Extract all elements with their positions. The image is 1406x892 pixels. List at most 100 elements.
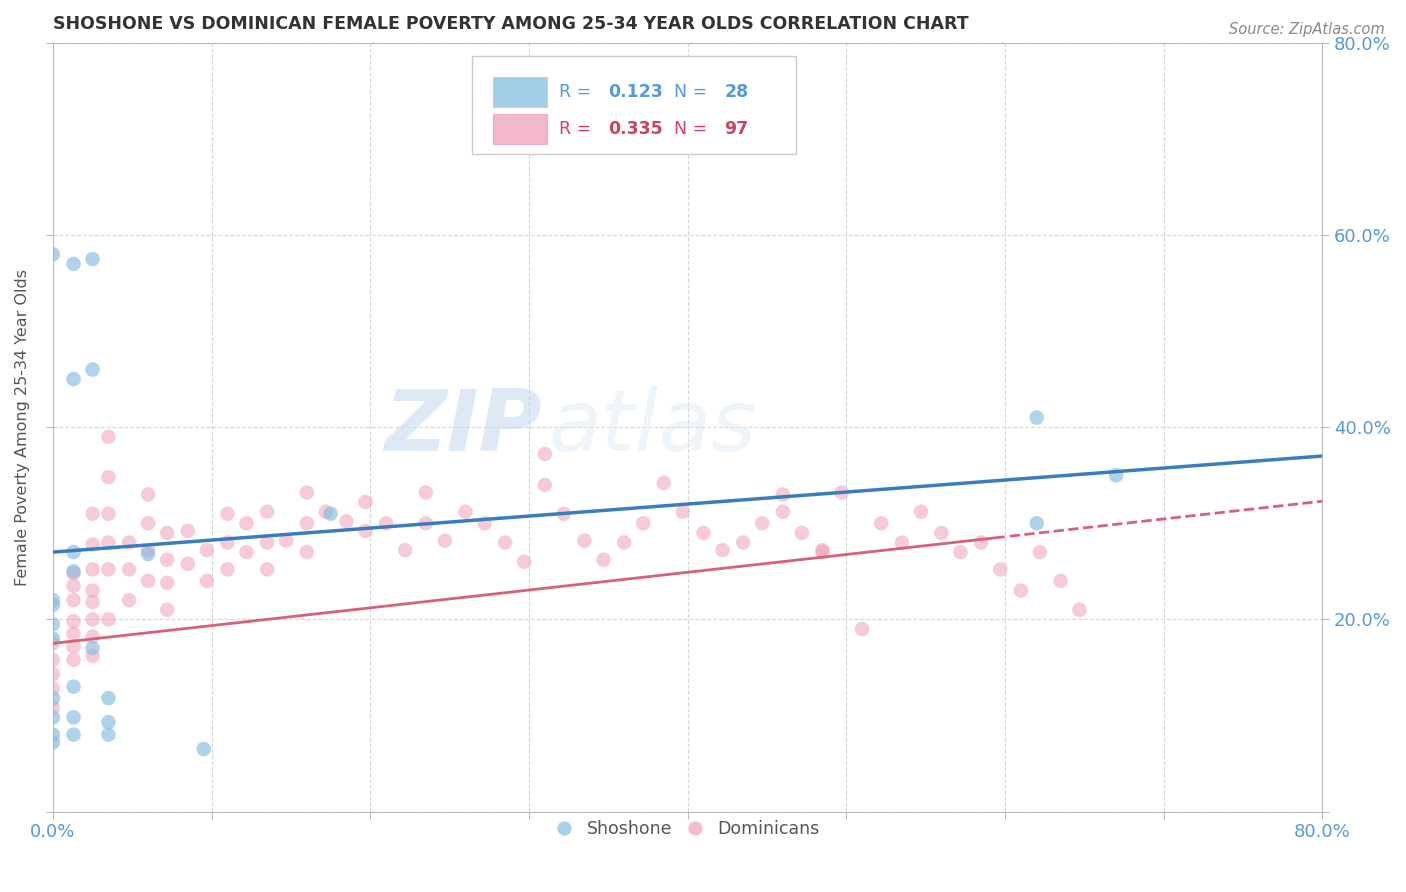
Point [354, 524, 377, 538]
Text: N =: N = [664, 120, 713, 138]
Point [733, 535, 755, 549]
Text: ZIP: ZIP [384, 385, 541, 468]
Point [97, 728, 120, 742]
Point [156, 553, 179, 567]
Point [592, 553, 614, 567]
Point [217, 507, 239, 521]
Point [394, 543, 416, 558]
Point [62, 653, 84, 667]
Point [276, 533, 298, 548]
Point [62, 640, 84, 654]
Point [195, 543, 218, 558]
Point [118, 562, 141, 576]
Point [62, 710, 84, 724]
Point [692, 525, 714, 540]
Point [1010, 583, 1032, 598]
Point [82, 583, 104, 598]
Point [136, 487, 159, 501]
Point [62, 372, 84, 386]
Text: 0.335: 0.335 [607, 120, 662, 138]
Text: 97: 97 [724, 120, 748, 138]
Point [62, 545, 84, 559]
Text: 28: 28 [724, 83, 748, 101]
Point [235, 516, 257, 531]
Point [42, 636, 65, 650]
Point [790, 525, 813, 540]
Point [82, 537, 104, 551]
Point [433, 533, 456, 548]
Point [256, 535, 278, 549]
Point [1025, 410, 1047, 425]
Point [494, 535, 516, 549]
Point [772, 487, 794, 501]
Text: Source: ZipAtlas.com: Source: ZipAtlas.com [1229, 22, 1385, 37]
Legend: Shoshone, Dominicans: Shoshone, Dominicans [548, 814, 827, 845]
Text: N =: N = [664, 83, 713, 101]
Point [62, 579, 84, 593]
Point [97, 430, 120, 444]
Point [42, 710, 65, 724]
Point [910, 505, 932, 519]
Point [156, 525, 179, 540]
Text: SHOSHONE VS DOMINICAN FEMALE POVERTY AMONG 25-34 YEAR OLDS CORRELATION CHART: SHOSHONE VS DOMINICAN FEMALE POVERTY AMO… [53, 15, 969, 33]
Point [454, 505, 477, 519]
Point [870, 516, 893, 531]
Point [136, 543, 159, 558]
Point [533, 478, 555, 492]
Point [772, 505, 794, 519]
Point [315, 505, 337, 519]
Point [42, 247, 65, 261]
Point [62, 627, 84, 641]
Point [195, 574, 218, 588]
Point [97, 562, 120, 576]
Point [811, 543, 834, 558]
Point [82, 630, 104, 644]
Point [82, 641, 104, 656]
Point [672, 505, 695, 519]
Point [256, 505, 278, 519]
Point [42, 593, 65, 607]
Point [751, 516, 773, 531]
Point [42, 653, 65, 667]
Point [62, 593, 84, 607]
Point [295, 545, 318, 559]
FancyBboxPatch shape [472, 56, 796, 154]
Point [62, 564, 84, 578]
Text: R =: R = [560, 120, 598, 138]
Point [319, 507, 342, 521]
Point [574, 533, 596, 548]
Point [652, 475, 675, 490]
Point [851, 622, 873, 636]
Point [42, 598, 65, 612]
Point [613, 535, 636, 549]
Point [42, 667, 65, 681]
Point [177, 557, 200, 571]
FancyBboxPatch shape [494, 78, 547, 107]
Point [217, 562, 239, 576]
Point [82, 562, 104, 576]
Point [631, 516, 654, 531]
Point [217, 535, 239, 549]
Point [97, 715, 120, 730]
Point [949, 545, 972, 559]
Point [375, 516, 398, 531]
Point [82, 362, 104, 376]
Point [42, 632, 65, 646]
Point [177, 524, 200, 538]
Point [156, 575, 179, 590]
Point [82, 648, 104, 663]
Point [415, 485, 437, 500]
Point [42, 691, 65, 706]
Point [1049, 574, 1071, 588]
Point [533, 447, 555, 461]
Point [118, 593, 141, 607]
Point [988, 562, 1011, 576]
Point [354, 495, 377, 509]
Point [42, 728, 65, 742]
Point [136, 547, 159, 561]
Point [415, 516, 437, 531]
Point [42, 735, 65, 749]
Point [97, 535, 120, 549]
Point [295, 516, 318, 531]
Point [136, 574, 159, 588]
